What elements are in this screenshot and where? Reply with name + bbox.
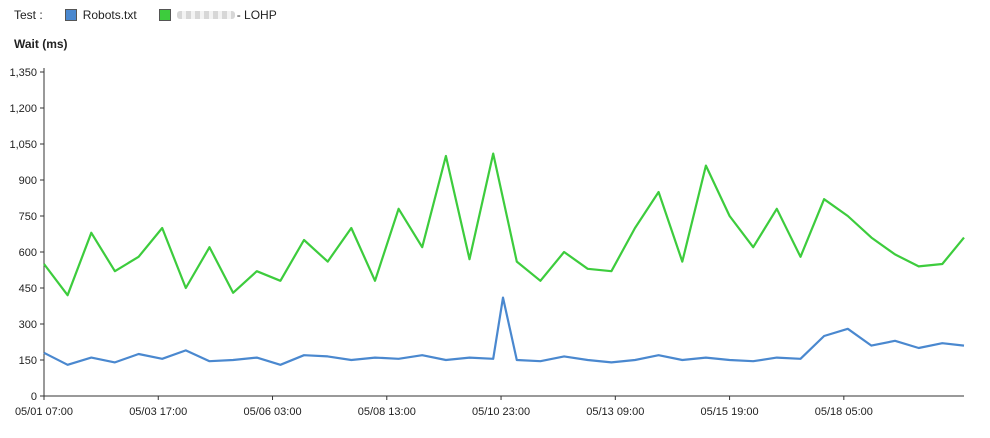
x-tick-label: 05/13 09:00	[586, 406, 644, 418]
x-tick-label: 05/06 03:00	[243, 406, 301, 418]
legend-swatch-lohp	[158, 9, 171, 21]
y-tick-label: 600	[19, 247, 37, 259]
x-tick-label: 05/15 19:00	[701, 406, 759, 418]
x-tick-label: 05/18 05:00	[815, 406, 873, 418]
y-tick-label: 450	[19, 283, 37, 295]
legend-text-lohp: - LOHP	[236, 8, 277, 22]
x-tick-label: 05/01 07:00	[15, 406, 73, 418]
legend-swatch-robots	[64, 9, 77, 21]
y-tick-label: 1,200	[9, 103, 37, 115]
obscured-text	[176, 11, 235, 19]
y-tick-label: 1,350	[9, 67, 37, 79]
y-tick-label: 750	[19, 211, 37, 223]
x-tick-label: 05/08 13:00	[358, 406, 416, 418]
legend-text-robots: Robots.txt	[82, 8, 137, 22]
y-tick-label: 150	[19, 355, 37, 367]
x-tick-label: 05/10 23:00	[472, 406, 530, 418]
legend-label: Test :	[14, 8, 43, 22]
y-axis-title: Wait (ms)	[14, 37, 68, 51]
legend-item-lohp[interactable]: - LOHP	[158, 8, 277, 22]
y-tick-label: 1,050	[9, 139, 37, 151]
series-line-lohp	[43, 152, 965, 297]
y-tick-label: 300	[19, 319, 37, 331]
chart-legend: Test : Robots.txt - LOHP	[14, 6, 299, 24]
y-tick-label: 0	[31, 391, 37, 403]
legend-item-robots[interactable]: Robots.txt	[64, 8, 137, 22]
x-tick-label: 05/03 17:00	[129, 406, 187, 418]
series-line-robots	[43, 296, 965, 366]
y-tick-label: 900	[19, 175, 37, 187]
